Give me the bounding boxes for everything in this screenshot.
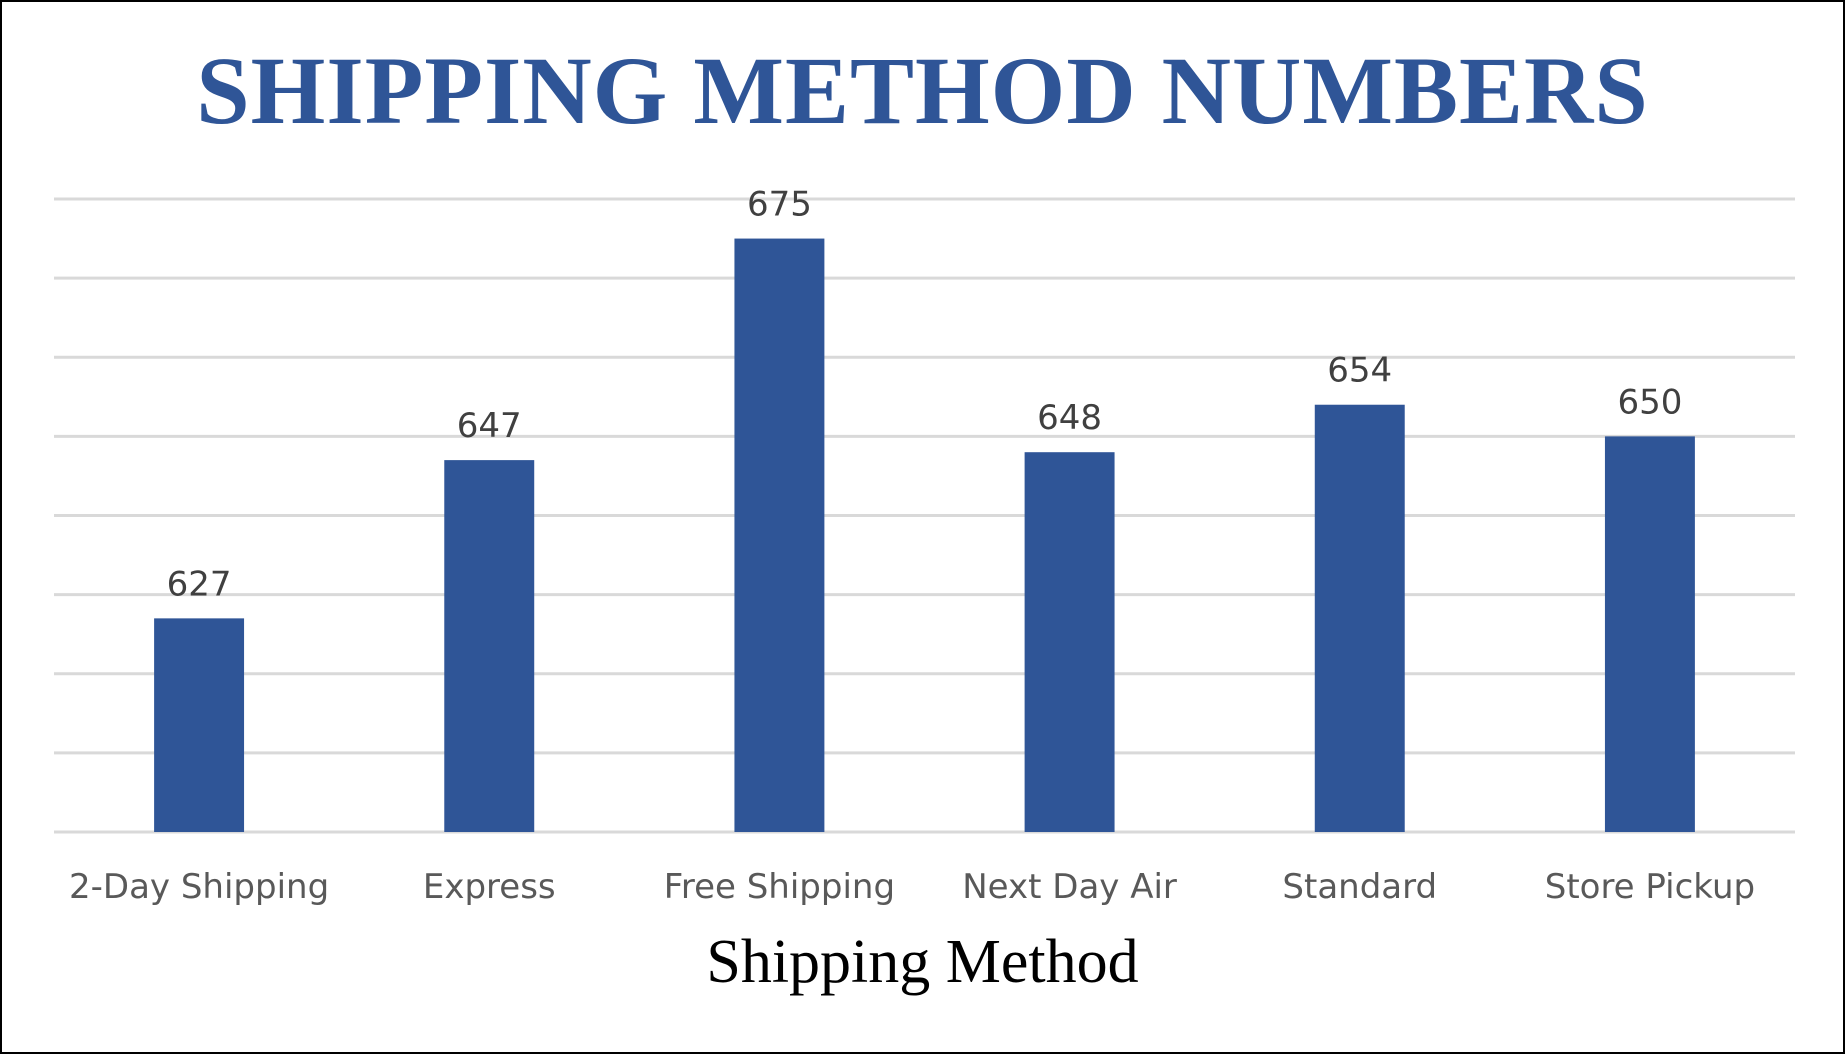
bar (444, 460, 535, 832)
x-tick-label: Next Day Air (962, 867, 1177, 907)
x-tick-label: Express (423, 867, 556, 907)
data-label: 647 (457, 406, 522, 446)
data-label: 675 (747, 185, 812, 225)
bar (1604, 436, 1695, 832)
bar (734, 238, 825, 832)
bars (154, 238, 1695, 832)
data-label: 650 (1617, 382, 1682, 422)
chart-title: SHIPPING METHOD NUMBERS (196, 37, 1649, 144)
x-tick-labels: 2-Day Shipping Express Free Shipping Next D… (69, 867, 1755, 907)
x-axis-title: Shipping Method (706, 928, 1139, 996)
gridlines (54, 197, 1795, 834)
x-tick-label: 2-Day Shipping (69, 867, 329, 907)
bar (1314, 404, 1405, 832)
x-tick-label: Standard (1282, 867, 1437, 907)
x-tick-label: Store Pickup (1545, 867, 1755, 907)
bar (154, 618, 245, 832)
data-label: 654 (1327, 351, 1392, 391)
bar (1024, 452, 1115, 832)
x-tick-label: Free Shipping (664, 867, 895, 907)
data-label: 648 (1037, 398, 1102, 438)
data-labels: 627 647 675 648 654 650 (167, 185, 1683, 605)
data-label: 627 (167, 564, 232, 604)
